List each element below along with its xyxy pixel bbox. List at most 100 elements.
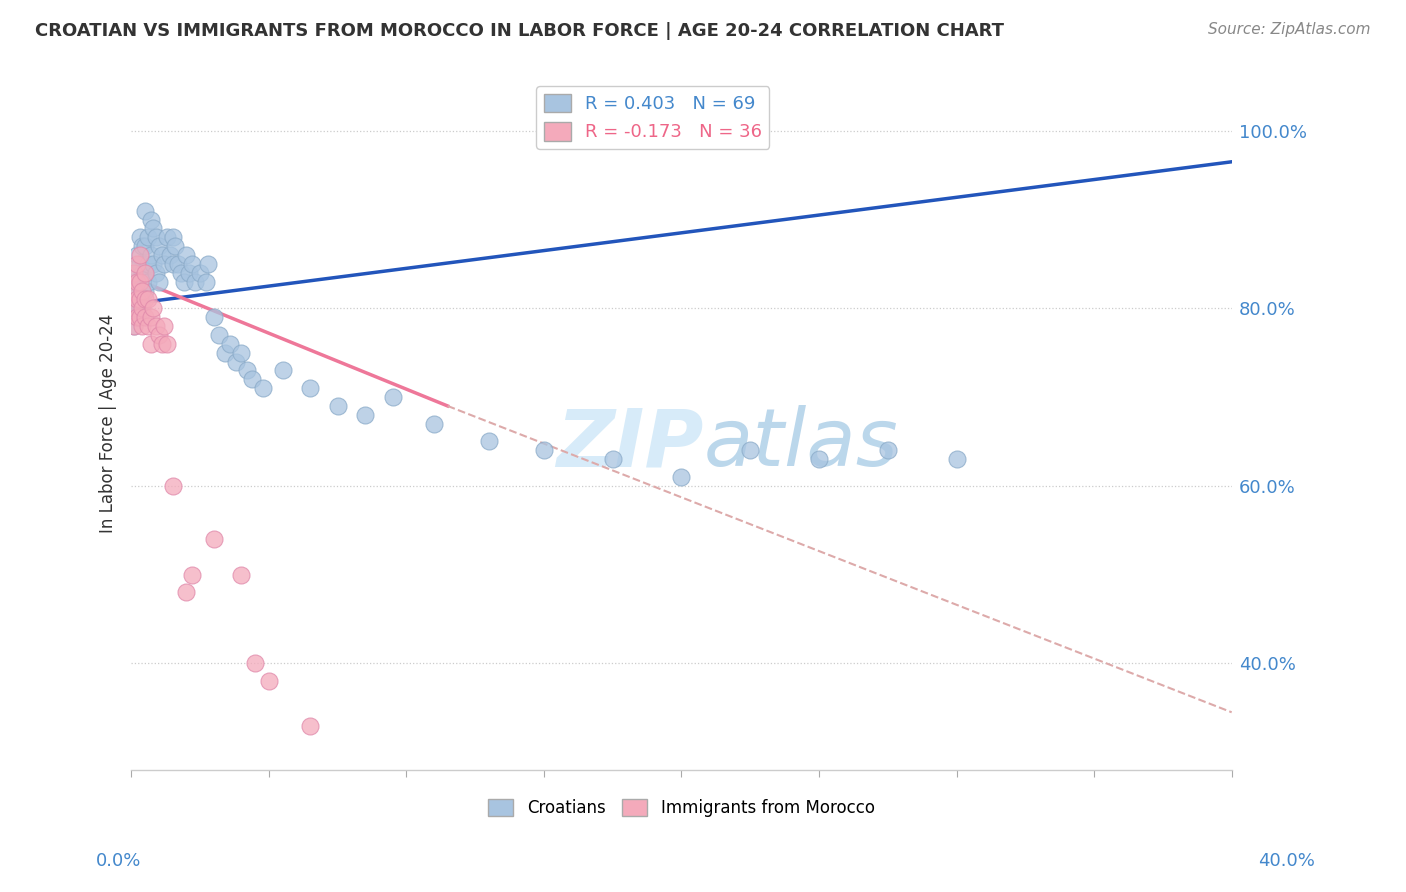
Point (252, 381, 274, 395)
Point (125, 275, 148, 289)
Point (134, 293, 156, 307)
Point (142, 221, 165, 235)
Point (299, 718, 322, 732)
Point (125, 293, 148, 307)
Point (162, 257, 184, 271)
Point (183, 275, 205, 289)
Point (131, 239, 153, 253)
Point (125, 248, 148, 262)
Point (136, 319, 159, 334)
Point (174, 585, 197, 599)
Point (125, 310, 148, 325)
Point (139, 336, 162, 351)
Legend: Croatians, Immigrants from Morocco: Croatians, Immigrants from Morocco (482, 792, 882, 824)
Point (122, 319, 145, 334)
Point (145, 266, 167, 280)
Point (128, 293, 150, 307)
Point (214, 345, 236, 359)
Point (533, 443, 555, 458)
Point (153, 257, 176, 271)
Point (145, 319, 167, 334)
Point (134, 284, 156, 298)
Point (128, 275, 150, 289)
Point (125, 266, 148, 280)
Point (174, 248, 197, 262)
Point (740, 443, 762, 458)
Point (150, 248, 173, 262)
Point (236, 363, 259, 377)
Point (876, 443, 898, 458)
Point (197, 257, 219, 271)
Point (148, 239, 170, 253)
Point (170, 266, 193, 280)
Point (128, 310, 150, 325)
Point (134, 310, 156, 325)
Point (173, 275, 195, 289)
Point (122, 275, 145, 289)
Point (136, 257, 159, 271)
Point (945, 452, 967, 467)
Point (131, 284, 153, 298)
Point (142, 257, 165, 271)
Point (122, 266, 145, 280)
Point (139, 310, 162, 325)
Text: 0.0%: 0.0% (96, 852, 141, 870)
Point (153, 319, 176, 334)
Point (159, 248, 181, 262)
Point (136, 293, 159, 307)
Point (257, 674, 280, 689)
Point (134, 203, 156, 218)
Point (156, 336, 179, 351)
Point (134, 266, 156, 280)
Text: CROATIAN VS IMMIGRANTS FROM MOROCCO IN LABOR FORCE | AGE 20-24 CORRELATION CHART: CROATIAN VS IMMIGRANTS FROM MOROCCO IN L… (35, 22, 1004, 40)
Point (202, 310, 225, 325)
Text: atlas: atlas (703, 406, 898, 483)
Point (128, 301, 150, 316)
Point (225, 354, 247, 368)
Point (478, 434, 501, 449)
Point (202, 532, 225, 546)
Point (125, 284, 148, 298)
Point (134, 266, 156, 280)
Point (240, 372, 263, 386)
Point (128, 275, 150, 289)
Point (326, 399, 349, 413)
Point (156, 230, 179, 244)
Point (177, 266, 200, 280)
Point (354, 408, 377, 422)
Point (122, 301, 145, 316)
Point (131, 266, 153, 280)
Point (148, 327, 170, 342)
Point (231, 345, 253, 359)
Point (145, 230, 167, 244)
Point (165, 239, 187, 253)
Point (131, 301, 153, 316)
Point (381, 390, 404, 404)
Point (150, 336, 173, 351)
Point (142, 301, 165, 316)
Point (671, 470, 693, 484)
Point (167, 257, 190, 271)
Point (128, 248, 150, 262)
Point (219, 336, 242, 351)
Point (180, 567, 202, 582)
Point (125, 257, 148, 271)
Point (423, 417, 446, 431)
Point (125, 310, 148, 325)
Point (208, 327, 231, 342)
Text: 40.0%: 40.0% (1258, 852, 1315, 870)
Point (808, 452, 831, 467)
Point (128, 230, 150, 244)
Point (131, 284, 153, 298)
Point (271, 363, 294, 377)
Point (139, 212, 162, 227)
Point (134, 239, 156, 253)
Point (136, 275, 159, 289)
Point (131, 319, 153, 334)
Text: Source: ZipAtlas.com: Source: ZipAtlas.com (1208, 22, 1371, 37)
Point (299, 381, 322, 395)
Point (122, 301, 145, 316)
Point (128, 257, 150, 271)
Point (122, 319, 145, 334)
Point (602, 452, 624, 467)
